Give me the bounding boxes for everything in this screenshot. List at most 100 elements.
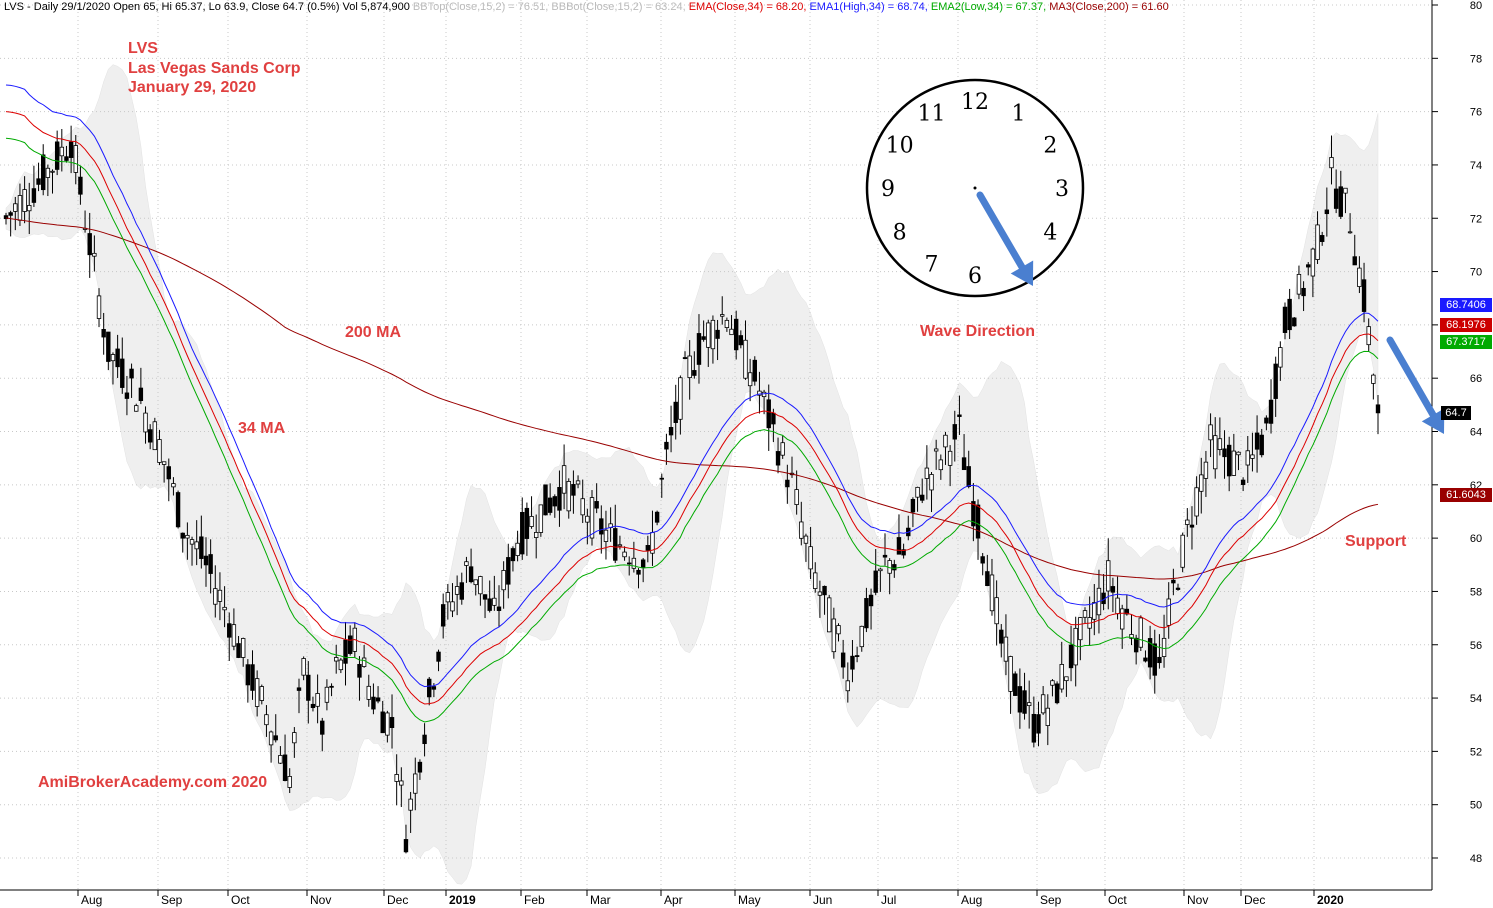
candle-body xyxy=(440,604,446,627)
candle-body xyxy=(966,466,971,487)
candle-body xyxy=(110,354,116,362)
candle-body xyxy=(506,557,511,585)
candle-body xyxy=(682,357,688,359)
candle-body xyxy=(920,494,925,501)
candle-body xyxy=(561,465,567,494)
ma200-line xyxy=(5,217,1379,580)
candle-body xyxy=(185,534,190,539)
candle-body xyxy=(580,498,585,516)
candle-body xyxy=(1371,374,1376,384)
x-tick-label: Dec xyxy=(1244,893,1265,907)
candle-body xyxy=(13,203,18,212)
bollinger-band xyxy=(5,64,1379,885)
candle-body xyxy=(36,178,41,185)
y-tick-label: 52 xyxy=(1470,746,1482,758)
candle-body xyxy=(799,521,804,539)
ma3-label: MA3(Close,200) = 61.60 xyxy=(1049,1,1169,13)
x-tick-label: Jun xyxy=(813,893,832,907)
candle-body xyxy=(1375,404,1381,414)
candle-body xyxy=(259,686,264,701)
candle-body xyxy=(254,678,260,707)
candle-body xyxy=(1194,487,1199,517)
candle-body xyxy=(1306,264,1311,268)
candle-body xyxy=(668,427,674,436)
candle-body xyxy=(473,579,478,586)
candle-body xyxy=(1226,444,1232,477)
candle-body xyxy=(1064,676,1069,682)
candle-body xyxy=(687,355,692,379)
candle-body xyxy=(1026,702,1032,707)
candle-body xyxy=(106,331,111,362)
candle-body xyxy=(361,657,367,667)
candle-body xyxy=(278,755,283,764)
candle-body xyxy=(640,559,646,569)
candle-body xyxy=(227,623,232,638)
candle-body xyxy=(296,687,302,691)
candle-body xyxy=(1240,479,1246,485)
value-tag: 64.7 xyxy=(1441,405,1471,420)
candle-body xyxy=(850,655,855,670)
candlesticks xyxy=(3,125,1381,854)
candle-body xyxy=(720,314,725,317)
candle-body xyxy=(538,504,544,533)
candle-body xyxy=(306,674,311,701)
candle-body xyxy=(161,461,167,465)
candle-body xyxy=(1357,267,1362,287)
candle-body xyxy=(557,487,562,511)
candle-body xyxy=(771,412,776,425)
candle-body xyxy=(1054,683,1060,704)
candle-body xyxy=(468,566,474,583)
candle-body xyxy=(478,576,483,595)
candle-body xyxy=(547,497,553,513)
candle-body xyxy=(482,594,488,600)
candle-body xyxy=(724,319,730,328)
y-tick-label: 60 xyxy=(1470,533,1482,545)
candle-body xyxy=(1171,579,1176,584)
y-tick-label: 64 xyxy=(1470,427,1482,439)
candle-body xyxy=(1022,690,1027,714)
candle-body xyxy=(385,712,390,736)
forecast-arrow-head xyxy=(1421,408,1445,434)
clock-number: 1 xyxy=(1012,102,1026,127)
candle-body xyxy=(1013,673,1018,696)
clock-center xyxy=(973,186,977,190)
candle-body xyxy=(1315,224,1320,260)
x-tick-label: Oct xyxy=(1108,893,1127,907)
candle-body xyxy=(347,635,353,654)
ema-high-line xyxy=(5,84,1379,688)
arrows xyxy=(976,191,1445,434)
symbol-info: LVS - Daily 29/1/2020 Open 65, Hi 65.37,… xyxy=(4,1,410,13)
candle-body xyxy=(701,336,706,340)
candle-body xyxy=(654,511,660,523)
candle-body xyxy=(203,555,209,566)
candle-body xyxy=(501,570,506,591)
candle-body xyxy=(1120,608,1125,630)
candle-body xyxy=(622,551,627,558)
candle-body xyxy=(371,696,376,710)
candle-body xyxy=(87,233,92,256)
value-tag: 67.3717 xyxy=(1440,334,1492,349)
candle-body xyxy=(1231,450,1237,476)
candle-body xyxy=(520,511,525,555)
candle-body xyxy=(999,629,1004,644)
moving-averages xyxy=(5,84,1379,723)
candle-body xyxy=(1040,694,1046,714)
x-tick-label: 2019 xyxy=(449,893,476,907)
candle-body xyxy=(1217,438,1223,450)
candle-body xyxy=(738,335,744,346)
candle-body xyxy=(1287,298,1292,331)
candle-body xyxy=(120,358,125,388)
candle-body xyxy=(747,372,753,387)
candle-body xyxy=(566,481,571,512)
candle-body xyxy=(464,561,469,566)
ema1-label: EMA1(High,34) = 68.74, xyxy=(809,1,928,13)
candle-body xyxy=(1282,306,1288,333)
candle-body xyxy=(840,652,846,668)
candle-body xyxy=(854,655,860,657)
candle-body xyxy=(301,658,306,676)
candle-body xyxy=(96,295,102,319)
x-tick-label: Apr xyxy=(664,893,683,907)
candle-body xyxy=(1292,317,1297,327)
candle-body xyxy=(180,532,185,539)
y-tick-label: 72 xyxy=(1470,213,1482,225)
